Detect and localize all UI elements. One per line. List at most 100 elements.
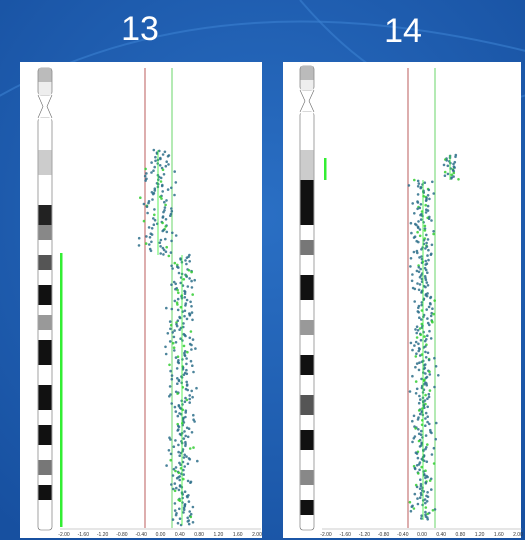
probe-dot [174,439,177,442]
probe-dot [177,415,180,418]
probe-dot [415,332,418,335]
chromosome-band [39,225,52,240]
probe-dot [186,496,189,499]
probe-dot [184,296,187,299]
probe-dot [430,315,433,318]
probe-dot [423,335,426,338]
probe-dot [413,300,416,303]
probe-dot [176,392,179,395]
probe-dot [173,329,176,332]
probe-dot [184,355,187,358]
probe-dot [190,330,193,333]
probe-dot [173,445,176,448]
probe-dot [429,297,432,300]
probe-dot [433,299,436,302]
probe-dot [177,298,180,301]
probe-dot [452,163,455,166]
probe-dot [426,415,429,418]
probe-dot [426,397,429,400]
probe-dot [151,233,154,236]
probe-dot [425,279,428,282]
probe-dot [170,324,173,327]
probe-dot [420,494,423,497]
probe-dot [187,436,190,439]
probe-dot [430,488,433,491]
probe-dot [178,328,181,331]
probe-dot [185,357,188,360]
probe-dot [189,314,192,317]
probe-dot [444,171,447,174]
probe-dot [191,319,194,322]
probe-dot [420,339,423,342]
probe-dot [425,384,428,387]
probe-dot [188,510,191,513]
probe-dot [177,266,180,269]
probe-dot [420,430,423,433]
probe-dot [173,170,176,173]
aberration-bar [324,158,327,180]
probe-dot [153,208,156,211]
probe-dot [172,342,175,345]
probe-dot [186,389,189,392]
probe-dot [159,164,162,167]
probe-dot [192,371,195,374]
probe-dot [189,301,192,304]
probe-dot [427,238,430,241]
probe-dot [192,338,195,341]
chromosome-band [39,285,52,305]
probe-dot [184,435,187,438]
axis-tick-label: -0.40 [135,532,147,538]
probe-dot [169,214,172,217]
probe-dot [418,256,421,259]
probe-dot [417,472,420,475]
probe-dot [163,173,166,176]
probe-dot [174,283,177,286]
axis-tick-label: 0.40 [175,532,185,538]
probe-dot [420,517,423,520]
probe-dot [422,450,425,453]
probe-dot [424,340,427,343]
probe-dot [175,466,178,469]
probe-dot [431,321,434,324]
probe-dot [174,482,177,485]
chromosome-band [301,500,314,515]
probe-dot [419,413,422,416]
probe-dot [172,518,175,521]
probe-dot [182,473,185,476]
chromosome-band [301,320,314,335]
probe-dot [186,517,189,520]
probe-dot [414,493,417,496]
probe-dot [449,162,452,165]
probe-dot [164,238,167,241]
probe-dot [424,229,427,232]
probe-dot [164,151,167,154]
probe-dot [159,245,162,248]
probe-dot [419,354,422,357]
probe-dot [428,359,431,362]
probe-dot [413,507,416,510]
probe-dot [416,282,419,285]
axis-tick-label: -1.20 [97,532,109,538]
probe-dot [432,313,435,316]
probe-dot [427,249,430,252]
probe-dot [146,205,149,208]
chromosome-band [39,460,52,475]
probe-dot [431,453,434,456]
probe-dot [416,252,419,255]
probe-dot [164,206,167,209]
probe-dot [176,429,179,432]
probe-dot [411,273,414,276]
probe-dot [168,449,171,452]
chromosome-band [301,240,314,255]
probe-dot [167,163,170,166]
probe-dot [419,187,422,190]
probe-dot [191,396,194,399]
probe-dot [182,511,185,514]
probe-dot [171,232,174,235]
probe-dot [170,283,173,286]
chromosome-band [39,175,52,195]
probe-dot [192,506,195,509]
probe-dot [190,516,193,519]
chromosome-band [301,355,314,375]
probe-dot [175,487,178,490]
